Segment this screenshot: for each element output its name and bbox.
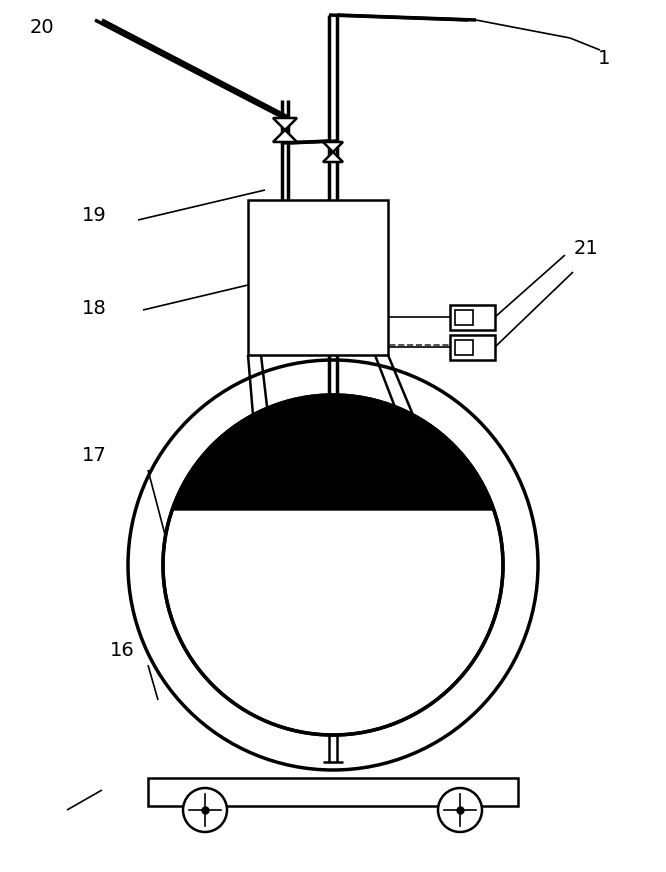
Polygon shape [273,118,297,130]
Bar [248,200,388,355]
Bar [450,305,495,330]
Circle shape [438,788,482,832]
Text: 20: 20 [30,18,55,37]
Polygon shape [323,152,343,162]
Text: 17: 17 [82,446,107,465]
Circle shape [163,395,503,735]
Bar [455,310,473,325]
Circle shape [183,788,227,832]
Text: 1: 1 [598,49,610,67]
Text: 16: 16 [110,641,135,659]
Bar [455,340,473,355]
Polygon shape [172,395,494,510]
Circle shape [128,360,538,770]
Text: 18: 18 [82,298,107,317]
Bar [450,335,495,360]
Text: 21: 21 [574,239,599,257]
Text: 19: 19 [82,206,107,224]
Polygon shape [323,142,343,152]
Polygon shape [273,130,297,142]
Bar [148,778,518,806]
